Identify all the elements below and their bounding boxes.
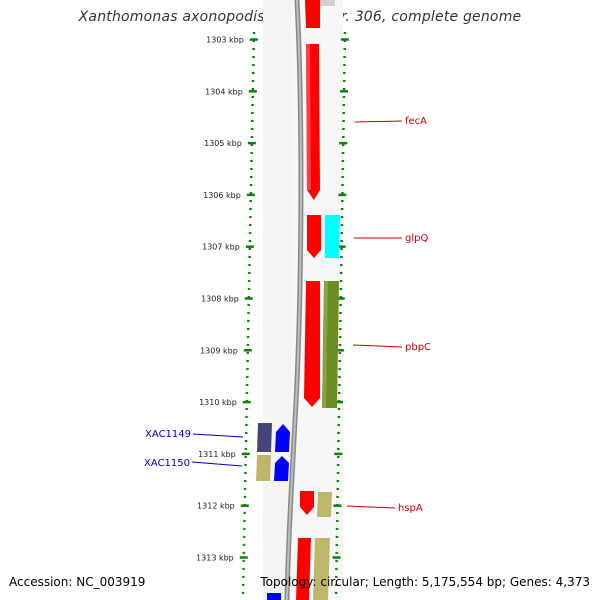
gene-label-fecA[interactable]: fecA xyxy=(405,116,427,127)
gene-bottom-blue[interactable] xyxy=(267,593,281,600)
kbp-tick-label: 1311 kbp xyxy=(198,450,236,459)
gene-hspA-partner[interactable] xyxy=(317,492,332,517)
gene-label-XAC1150[interactable]: XAC1150 xyxy=(144,458,190,469)
gene-label-leaders xyxy=(191,120,403,509)
gene-glpQ-partner[interactable] xyxy=(325,215,340,258)
accession-text: Accession: NC_003919 xyxy=(9,575,146,589)
gene-label-glpQ[interactable]: glpQ xyxy=(405,233,428,244)
gene-label-XAC1149[interactable]: XAC1149 xyxy=(145,429,191,440)
gene-label-pbpC[interactable]: pbpC xyxy=(405,342,431,353)
gene-XAC1150-arrow[interactable] xyxy=(274,456,289,481)
gene-XAC1150-box[interactable] xyxy=(256,455,271,481)
gene-bottom-red[interactable] xyxy=(296,538,311,600)
genome-summary: Topology: circular; Length: 5,175,554 bp… xyxy=(260,575,590,589)
gene-glpQ-arrow[interactable] xyxy=(307,215,321,258)
gene-XAC1149-arrow[interactable] xyxy=(275,424,290,452)
kbp-tick-label: 1306 kbp xyxy=(203,191,241,200)
gene-hspA-arrow[interactable] xyxy=(300,491,314,515)
kbp-tick-label: 1309 kbp xyxy=(200,346,238,355)
gene-bottom-khaki[interactable] xyxy=(313,538,330,600)
gene-XAC1149-box[interactable] xyxy=(257,423,272,452)
kbp-tick-label: 1313 kbp xyxy=(196,554,234,563)
genes xyxy=(256,0,340,600)
gene-pbpC-arrow[interactable] xyxy=(304,281,320,407)
gene-labels: fecA glpQ pbpC XAC1149 XAC1150 hspA xyxy=(144,116,431,514)
kbp-tick-label: 1312 kbp xyxy=(197,502,235,511)
kbp-tick-label: 1303 kbp xyxy=(206,36,244,45)
kbp-tick-label: 1304 kbp xyxy=(205,87,243,96)
kbp-tick-label: 1305 kbp xyxy=(204,139,242,148)
gene-top-arrow[interactable] xyxy=(305,0,320,28)
kbp-tick-label: 1307 kbp xyxy=(202,243,240,252)
kbp-tick-label: 1308 kbp xyxy=(201,295,239,304)
kbp-tick-label: 1310 kbp xyxy=(199,398,237,407)
gene-label-hspA[interactable]: hspA xyxy=(398,503,423,514)
